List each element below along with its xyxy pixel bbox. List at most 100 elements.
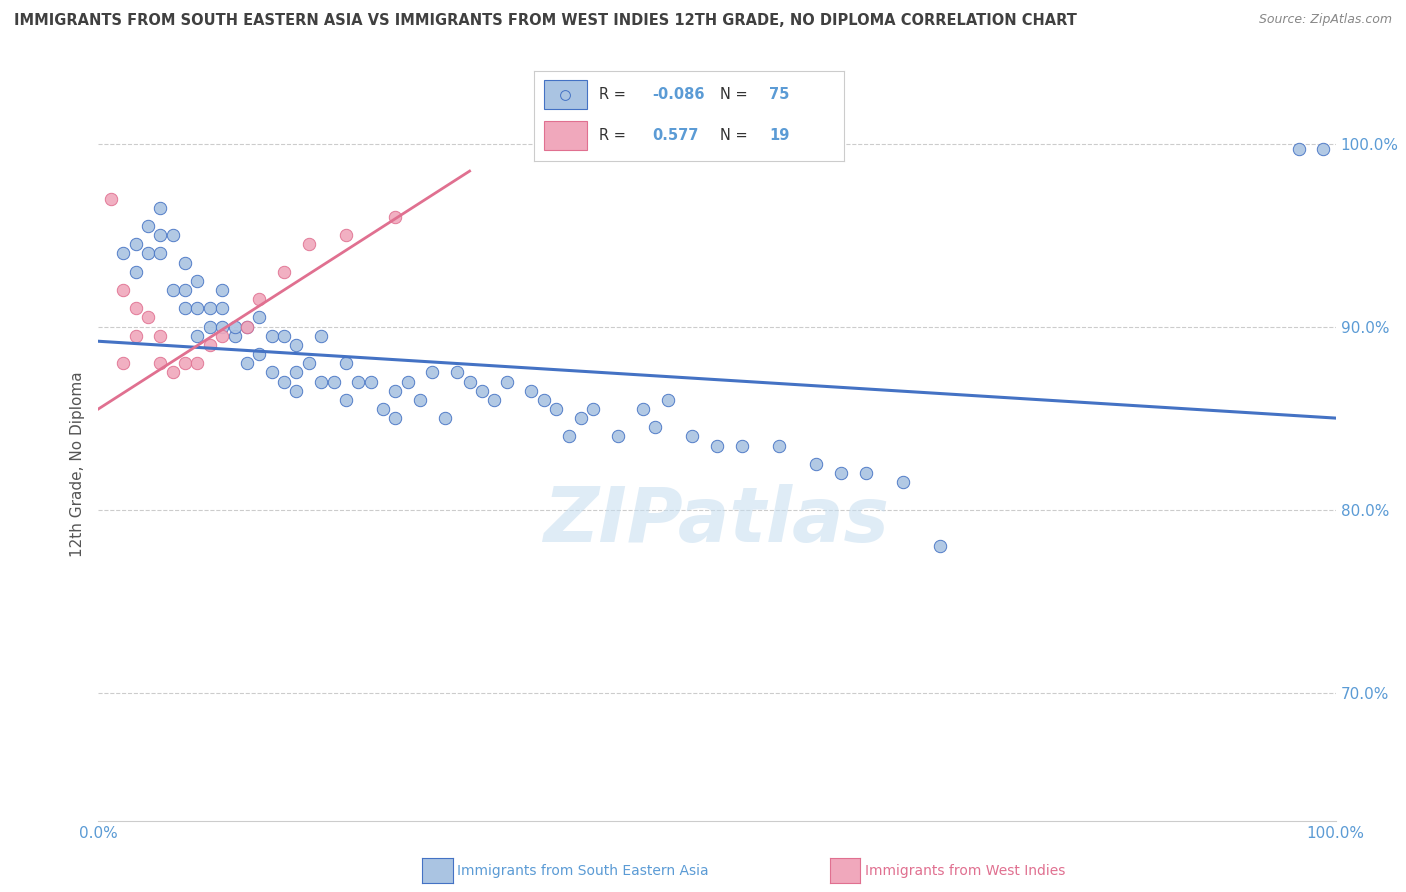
Point (186, 328, 208, 343)
Text: ZIPatlas: ZIPatlas (544, 484, 890, 558)
Point (136, 219, 159, 233)
Point (100, 192, 122, 206)
Point (211, 301, 233, 316)
Point (533, 392, 555, 407)
Point (149, 228, 172, 243)
Point (149, 356, 172, 370)
Point (162, 228, 184, 243)
Point (273, 265, 295, 279)
Point (681, 429, 703, 443)
Point (298, 356, 321, 370)
Point (247, 347, 270, 361)
Point (149, 246, 172, 260)
Point (124, 328, 146, 343)
Point (631, 401, 654, 416)
Point (260, 365, 283, 379)
Point (112, 356, 135, 370)
Point (371, 401, 394, 416)
Point (309, 328, 332, 343)
Point (731, 438, 754, 452)
Point (422, 365, 444, 379)
Point (136, 310, 159, 325)
Point (273, 375, 295, 389)
Point (198, 338, 221, 352)
Point (224, 328, 246, 343)
Point (260, 328, 283, 343)
Point (136, 246, 159, 260)
Point (804, 457, 827, 471)
Point (285, 384, 308, 398)
Point (335, 392, 357, 407)
Point (124, 265, 146, 279)
Point (546, 401, 568, 416)
Point (174, 356, 197, 370)
Point (198, 319, 221, 334)
Point (174, 283, 197, 297)
Point (236, 319, 259, 334)
Text: IMMIGRANTS FROM SOUTH EASTERN ASIA VS IMMIGRANTS FROM WEST INDIES 12TH GRADE, NO: IMMIGRANTS FROM SOUTH EASTERN ASIA VS IM… (14, 13, 1077, 29)
Text: N =: N = (720, 87, 752, 102)
Point (484, 392, 506, 407)
Point (644, 420, 666, 434)
Point (211, 328, 233, 343)
Point (247, 292, 270, 306)
Point (273, 328, 295, 343)
Point (236, 319, 259, 334)
Point (384, 411, 406, 425)
Point (347, 375, 370, 389)
Point (211, 319, 233, 334)
Point (298, 237, 321, 252)
Point (657, 392, 679, 407)
Point (446, 365, 468, 379)
Text: Immigrants from West Indies: Immigrants from West Indies (865, 863, 1066, 878)
Point (162, 365, 184, 379)
Point (124, 301, 146, 316)
Point (554, 87, 576, 102)
Point (236, 356, 259, 370)
Point (112, 283, 135, 297)
Point (322, 375, 344, 389)
Point (309, 375, 332, 389)
Point (174, 255, 197, 269)
Point (124, 237, 146, 252)
Point (706, 438, 728, 452)
Text: N =: N = (720, 128, 752, 143)
Point (928, 539, 950, 553)
Point (186, 274, 208, 288)
Point (186, 356, 208, 370)
Point (569, 411, 592, 425)
Point (112, 246, 135, 260)
Point (768, 438, 790, 452)
Point (1312, 142, 1334, 156)
Point (855, 466, 877, 480)
Point (335, 228, 357, 243)
Point (433, 411, 456, 425)
Point (174, 301, 197, 316)
Point (891, 475, 914, 490)
Point (1288, 142, 1310, 156)
Point (335, 356, 357, 370)
Point (186, 301, 208, 316)
Point (285, 365, 308, 379)
Text: 75: 75 (769, 87, 790, 102)
Point (409, 392, 432, 407)
Point (285, 338, 308, 352)
Point (582, 401, 605, 416)
Point (198, 301, 221, 316)
Point (557, 429, 579, 443)
Point (211, 283, 233, 297)
Point (471, 384, 494, 398)
Point (384, 210, 406, 224)
Bar (544, 121, 586, 150)
Point (149, 328, 172, 343)
Point (458, 375, 481, 389)
Point (247, 310, 270, 325)
Point (149, 201, 172, 215)
Point (384, 384, 406, 398)
Text: 0.577: 0.577 (652, 128, 699, 143)
Point (360, 375, 382, 389)
Point (396, 375, 419, 389)
Text: Source: ZipAtlas.com: Source: ZipAtlas.com (1258, 13, 1392, 27)
Text: Immigrants from South Eastern Asia: Immigrants from South Eastern Asia (457, 863, 709, 878)
Point (607, 429, 630, 443)
